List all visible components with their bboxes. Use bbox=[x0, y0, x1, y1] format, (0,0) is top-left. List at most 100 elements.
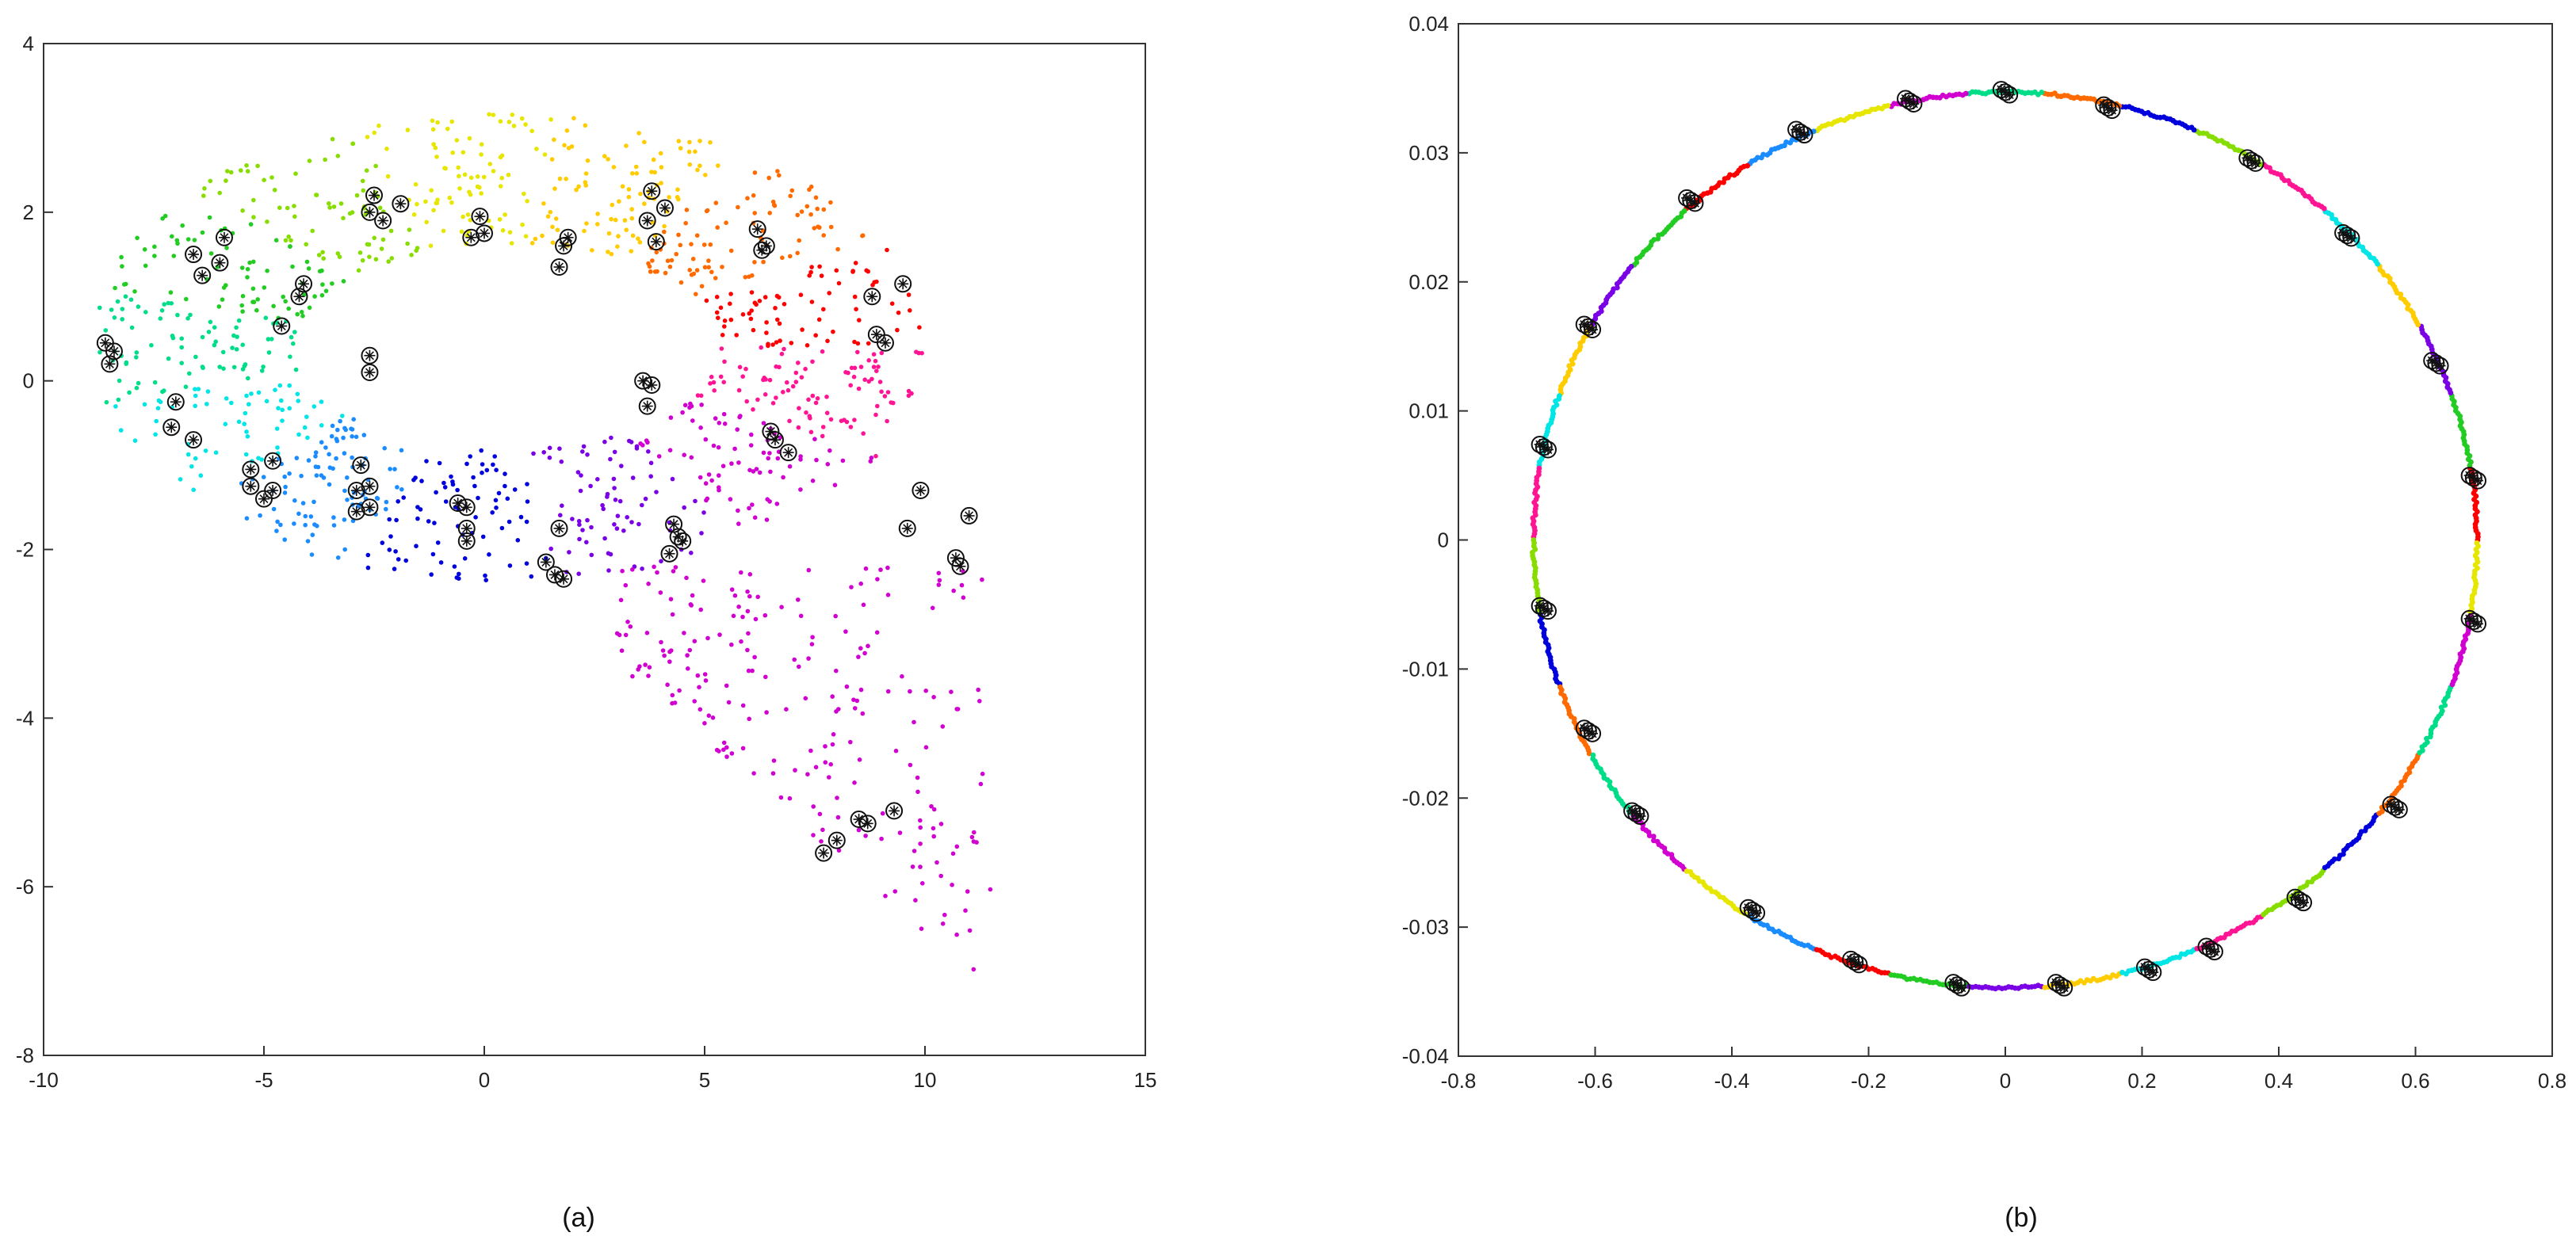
ring-point bbox=[2379, 808, 2385, 815]
data-point bbox=[503, 212, 507, 217]
data-point bbox=[870, 282, 875, 288]
highlight-star bbox=[2103, 103, 2112, 113]
data-point bbox=[349, 426, 354, 431]
data-point bbox=[808, 212, 813, 217]
data-point bbox=[815, 206, 820, 212]
data-point bbox=[789, 188, 795, 193]
data-point bbox=[825, 338, 830, 344]
highlight-marker bbox=[392, 195, 410, 213]
highlight-star bbox=[299, 279, 308, 288]
data-point bbox=[396, 499, 401, 504]
highlight-star bbox=[197, 271, 207, 280]
data-point bbox=[162, 213, 168, 219]
data-point bbox=[665, 258, 671, 264]
data-point bbox=[752, 211, 757, 216]
data-point bbox=[882, 394, 888, 399]
data-point bbox=[609, 251, 614, 257]
data-point bbox=[852, 780, 857, 785]
data-point bbox=[498, 155, 503, 160]
data-point bbox=[134, 355, 139, 360]
data-point bbox=[292, 330, 297, 334]
data-point bbox=[160, 216, 165, 221]
highlight-marker bbox=[457, 532, 476, 550]
data-point bbox=[548, 209, 553, 215]
data-point bbox=[750, 668, 755, 673]
data-point bbox=[456, 165, 461, 170]
highlight-star bbox=[2206, 944, 2215, 954]
data-point bbox=[965, 889, 970, 894]
data-point bbox=[304, 414, 309, 419]
data-point bbox=[711, 380, 717, 385]
data-point bbox=[292, 498, 297, 503]
data-point bbox=[767, 377, 773, 383]
x-tick-label: -0.8 bbox=[1441, 1069, 1477, 1093]
highlight-marker bbox=[898, 519, 916, 537]
data-point bbox=[830, 694, 835, 699]
x-tick-label: 0 bbox=[479, 1068, 490, 1092]
data-point bbox=[206, 330, 212, 334]
data-point bbox=[606, 231, 612, 236]
data-point bbox=[744, 399, 749, 404]
data-point bbox=[191, 487, 196, 492]
data-point bbox=[809, 265, 814, 269]
highlight-star bbox=[2059, 983, 2069, 993]
data-point bbox=[630, 171, 635, 176]
data-point bbox=[610, 202, 615, 208]
highlight-star bbox=[1905, 97, 1914, 106]
data-point bbox=[419, 479, 424, 483]
data-point bbox=[117, 378, 122, 383]
data-point bbox=[708, 381, 713, 386]
data-point bbox=[751, 771, 756, 776]
data-point bbox=[813, 195, 819, 200]
highlight-star bbox=[365, 368, 374, 377]
data-point bbox=[892, 889, 898, 894]
highlight-marker bbox=[2242, 151, 2261, 170]
x-tick-label: 0.2 bbox=[2127, 1069, 2156, 1093]
data-point bbox=[441, 228, 446, 234]
data-point bbox=[97, 349, 102, 355]
highlight-star bbox=[462, 524, 472, 533]
highlight-star bbox=[555, 524, 564, 533]
data-point bbox=[159, 308, 165, 313]
data-point bbox=[689, 455, 694, 460]
data-point bbox=[684, 575, 689, 581]
highlight-marker bbox=[894, 275, 912, 293]
data-point bbox=[193, 387, 197, 392]
data-point bbox=[919, 350, 924, 356]
data-point bbox=[245, 169, 250, 174]
data-point bbox=[849, 585, 854, 589]
highlight-marker bbox=[660, 544, 678, 563]
x-tick-label: -0.2 bbox=[1851, 1069, 1886, 1093]
data-point bbox=[334, 456, 338, 461]
data-point bbox=[559, 459, 564, 464]
data-point bbox=[889, 400, 893, 405]
chart-b: -0.8 -0.6 -0.4 -0.2 0 0.2 0.4 0.6 0.8 -0.04 -0.03 -… bbox=[1402, 12, 2566, 1233]
data-point bbox=[752, 260, 757, 265]
ring-point bbox=[2331, 856, 2337, 862]
highlight-star bbox=[1627, 807, 1637, 816]
data-point bbox=[711, 443, 717, 448]
data-point bbox=[434, 490, 438, 495]
data-point bbox=[575, 470, 581, 475]
data-point bbox=[810, 635, 815, 639]
highlight-marker bbox=[858, 815, 877, 833]
data-point bbox=[376, 123, 381, 128]
data-point bbox=[468, 454, 472, 459]
data-point bbox=[600, 502, 605, 508]
highlight-star bbox=[378, 216, 388, 225]
highlight-marker bbox=[550, 258, 568, 277]
data-point bbox=[873, 358, 878, 364]
highlight-star bbox=[2473, 476, 2482, 486]
data-point bbox=[743, 366, 748, 372]
data-point bbox=[442, 485, 448, 490]
data-point bbox=[564, 128, 570, 133]
x-tick-label: -0.6 bbox=[1577, 1069, 1613, 1093]
data-point bbox=[225, 169, 230, 174]
data-point bbox=[977, 699, 982, 704]
data-point bbox=[897, 830, 903, 835]
highlight-marker bbox=[1627, 804, 1645, 822]
data-point bbox=[152, 254, 157, 258]
data-point bbox=[702, 672, 708, 677]
data-point bbox=[766, 175, 771, 181]
data-point bbox=[629, 207, 634, 212]
